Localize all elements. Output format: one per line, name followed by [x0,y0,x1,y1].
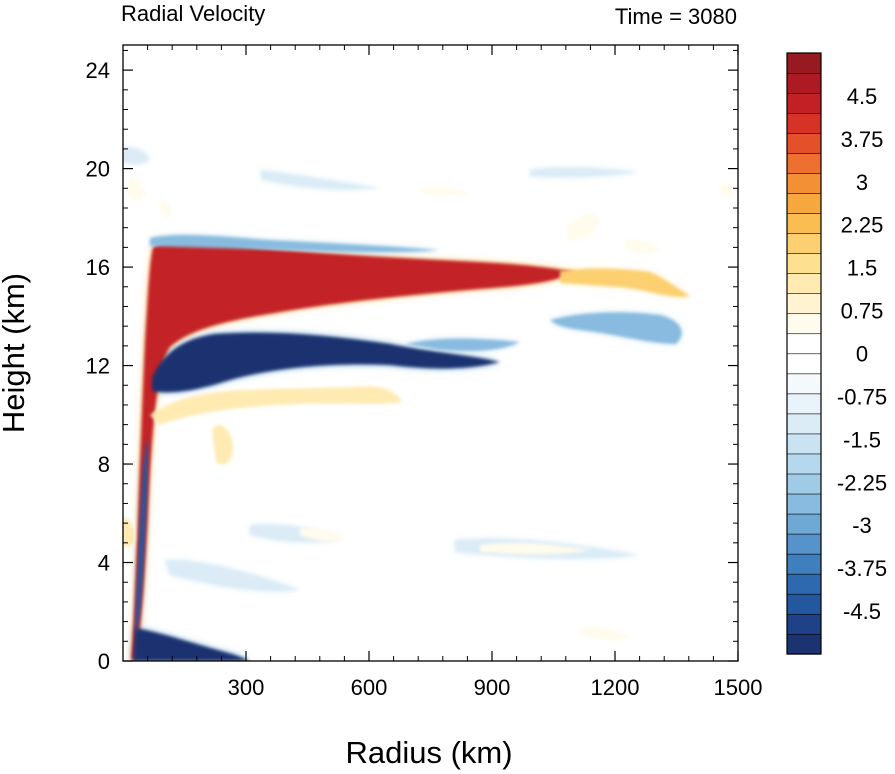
colorbar-label: -3 [852,513,872,538]
field-upper-inflow-band [550,312,682,344]
y-axis-label: Height (km) [0,273,31,433]
colorbar: 4.5 3.75 3 2.25 1.5 0.75 0 -0.75 -1.5 -2.25 -3 -3.7… [786,52,887,655]
field-eyewall-inflow [135,438,148,632]
colorbar-bin [786,353,822,375]
field-mid-inflow-core [152,332,500,393]
colorbar-bin [786,273,822,295]
time-label: Time = 3080 [615,4,737,29]
colorbar-label: 2.25 [841,213,884,238]
colorbar-bin [786,233,822,254]
field-weak-upper-patches [300,527,345,542]
colorbar-bin [786,493,822,515]
y-tick-label: 4 [98,551,110,576]
field-upper-outflow-core [131,241,575,660]
y-tick-label: 16 [86,255,110,280]
chart-title: Radial Velocity [121,1,265,26]
field-secondary-outflow [212,425,233,465]
colorbar-label: -3.75 [837,556,887,581]
x-tick-label: 300 [228,675,265,700]
field-surface-inflow [133,628,250,661]
colorbar-bin [786,393,822,415]
colorbar-bin [786,473,822,495]
colorbar-bin [786,72,822,94]
colorbar-label: -0.75 [837,384,887,409]
y-tick-label: 24 [86,58,110,83]
field-upper-inflow-band [405,338,520,352]
colorbar-bin [786,533,822,555]
colorbar-bin [786,132,822,154]
x-tick-label: 900 [474,675,511,700]
plot-frame [122,44,739,662]
x-axis-label: Radius (km) [345,735,512,770]
colorbar-bin [786,212,822,234]
field-upper-outflow-tail [560,268,690,297]
field-weak-upper-patches [580,627,630,641]
colorbar-bin [786,593,822,615]
x-tick-label: 600 [351,675,388,700]
colorbar-label: 0.75 [841,299,884,324]
field-weak-upper-patches [625,239,660,254]
colorbar-bin [786,333,822,355]
colorbar-bin [786,373,822,395]
colorbar-bin [786,112,822,134]
field-weak-upper-patches [127,178,146,202]
velocity-field [123,147,733,661]
x-tick-label: 1200 [591,675,640,700]
colorbar-label: -1.5 [843,427,881,452]
axis-ticks: 300 600 900 1200 1500 0 4 8 12 16 20 24 [86,45,763,700]
colorbar-bin [786,92,822,114]
colorbar-bin [786,293,822,315]
y-tick-label: 0 [98,649,110,674]
colorbar-bin [786,553,822,575]
colorbar-bin [786,172,822,194]
field-weak-upper-patches [565,213,600,241]
colorbar-label: 1.5 [847,256,878,281]
colorbar-bin [786,453,822,475]
field-secondary-outflow [123,517,135,547]
colorbar-bin [786,52,822,74]
colorbar-label: 3.75 [841,127,884,152]
field-weak-upper-patches [159,199,171,219]
colorbar-bin [786,633,822,655]
colorbar-bin [786,253,822,274]
colorbar-bin [786,513,822,535]
y-tick-label: 12 [86,354,110,379]
field-outer-inflow-patch [530,167,640,178]
colorbar-label: -4.5 [843,599,881,624]
colorbar-bin [786,433,822,455]
colorbar-label: 4.5 [847,84,878,109]
colorbar-label: 0 [856,342,868,367]
field-secondary-outflow [150,386,402,425]
field-outer-inflow-patch [165,559,300,592]
colorbar-bin [786,152,822,174]
colorbar-label: -2.25 [837,470,887,495]
x-tick-label: 1500 [714,675,763,700]
field-outer-inflow-patch [123,147,150,165]
colorbar-frame [786,52,822,655]
field-weak-upper-patches [420,186,470,197]
field-outer-inflow-patch [260,170,380,190]
y-tick-label: 8 [98,452,110,477]
colorbar-bin [786,192,822,214]
field-weak-upper-patches [719,184,733,198]
field-weak-upper-patches [480,542,590,555]
colorbar-bin [786,413,822,435]
y-tick-label: 20 [86,157,110,182]
colorbar-bin [786,613,822,635]
field-upper-inflow-band [150,234,440,253]
colorbar-bin [786,573,822,595]
colorbar-label: 3 [856,170,868,195]
colorbar-bin [786,313,822,335]
